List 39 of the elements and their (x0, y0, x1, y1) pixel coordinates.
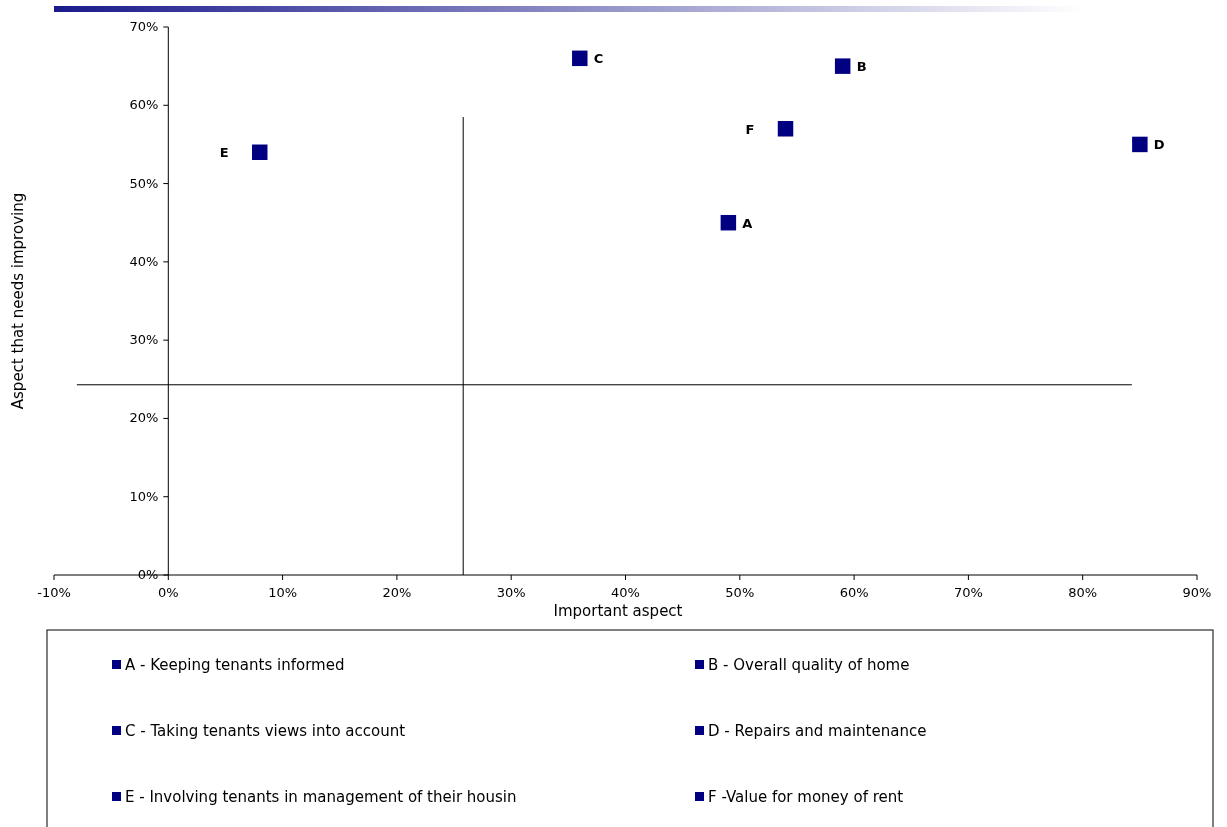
x-tick-label: 40% (611, 585, 640, 600)
point (834, 58, 851, 74)
annotation: C (593, 51, 604, 67)
legend-label: D - Repairs and maintenance (708, 722, 927, 740)
y-tick-label: 0% (137, 567, 159, 582)
point (1132, 136, 1148, 153)
annotation: A (742, 215, 753, 231)
annotation: F (745, 121, 755, 137)
y-tick-label: 10% (129, 488, 159, 504)
y-tick-label: 60% (129, 97, 159, 113)
legend-label: A - Keeping tenants informed (125, 656, 345, 674)
x-tick-label: -10% (37, 585, 71, 600)
x-tick-label: 0% (157, 585, 179, 600)
x-tick-label: 70% (953, 585, 983, 600)
x-tick-label: 50% (725, 585, 755, 600)
y-tick-label: 70% (129, 19, 159, 34)
x-tick-label: 10% (268, 585, 298, 600)
point (251, 144, 268, 160)
point (572, 50, 588, 67)
point (777, 121, 794, 137)
annotation: E (219, 145, 229, 161)
x-tick-label: 80% (1068, 585, 1098, 600)
x-tick-label: 60% (839, 585, 869, 600)
y-tick-label: 40% (129, 253, 159, 269)
annotation: B (856, 59, 867, 75)
x-tick-label: 20% (382, 585, 412, 600)
y-tick-label: 30% (129, 332, 159, 348)
legend-label: B - Overall quality of home (708, 656, 910, 674)
legend-label: C - Taking tenants views into account (125, 722, 406, 740)
y-axis-title: Aspect that needs improving (9, 192, 27, 410)
x-tick-label: 30% (496, 585, 526, 600)
legend-label: F -Value for money of rent (708, 788, 904, 806)
x-axis-title: Important aspect (553, 602, 683, 620)
annotation: D (1153, 137, 1165, 153)
x-tick-label: 90% (1182, 585, 1212, 600)
y-tick-label: 50% (129, 175, 159, 191)
y-tick-label: 20% (129, 410, 159, 426)
legend-label: E - Involving tenants in management of their housin (125, 788, 517, 806)
point (720, 214, 737, 231)
